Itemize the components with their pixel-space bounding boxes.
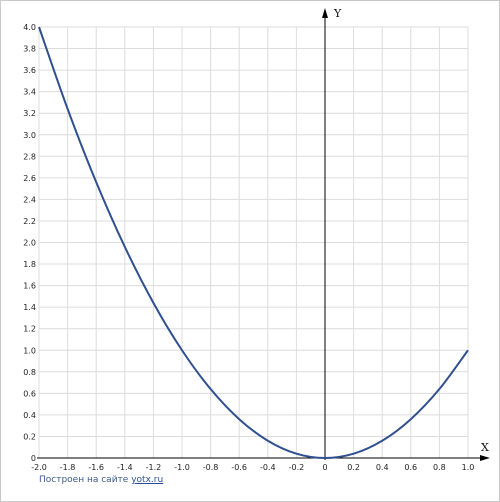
y-tick-label: 1.6 [23, 282, 36, 291]
y-tick-labels: 0 0.2 0.4 0.6 0.8 1.0 1.2 1.4 1.6 1.8 2.0 2.2 2.4 2.6… [23, 23, 36, 463]
y-tick-label: 2.4 [23, 195, 36, 204]
y-tick-label: 2.6 [23, 174, 36, 183]
x-tick-label: 0.8 [433, 463, 446, 472]
y-tick-label: 0 [31, 454, 36, 463]
y-tick-label: 0.6 [23, 389, 36, 398]
y-tick-label: 1.8 [23, 260, 36, 269]
x-tick-labels: -2.0 -1.8 -1.6 -1.4 -1.2 -1.0 -0.8 -0.6 -0.4 -0.2… [31, 463, 474, 472]
y-tick-label: 0.4 [23, 411, 36, 420]
series-line [38, 26, 469, 459]
y-tick-label: 2.8 [23, 152, 36, 161]
y-tick-label: 2.2 [23, 217, 36, 226]
y-tick-label: 1.2 [23, 325, 36, 334]
y-tick-label: 0.8 [23, 368, 36, 377]
x-tick-label: -1.8 [60, 463, 76, 472]
x-tick-label: -0.6 [231, 463, 247, 472]
x-tick-label: 0.6 [404, 463, 417, 472]
y-tick-label: 3.4 [23, 88, 36, 97]
y-tick-label: 3.8 [23, 45, 36, 54]
grid-lines [38, 26, 469, 459]
x-tick-label: -1.4 [117, 463, 133, 472]
credit-link[interactable]: yotx.ru [131, 475, 164, 485]
y-tick-label: 4.0 [23, 23, 36, 32]
x-tick-label: 1.0 [462, 463, 475, 472]
y-tick-label: 3.0 [23, 131, 36, 140]
x-axis-label: X [481, 441, 489, 454]
y-tick-label: 0.2 [23, 432, 36, 441]
x-tick-label: 0.4 [376, 463, 389, 472]
site-credit: Построен на сайте yotx.ru [39, 475, 163, 485]
x-tick-label: 0 [322, 463, 327, 472]
y-axis-label: Y [333, 7, 342, 20]
x-axis-arrow [480, 455, 490, 461]
axes [37, 8, 490, 461]
y-axis-arrow [322, 8, 328, 18]
x-tick-label: 0.2 [347, 463, 360, 472]
x-tick-label: -1.6 [88, 463, 104, 472]
x-tick-label: -2.0 [31, 463, 47, 472]
x-tick-label: -0.8 [203, 463, 219, 472]
x-tick-label: -0.4 [260, 463, 276, 472]
y-tick-label: 3.2 [23, 109, 36, 118]
y-tick-label: 1.4 [23, 303, 36, 312]
x-tick-label: -1.0 [174, 463, 190, 472]
y-tick-label: 3.6 [23, 66, 36, 75]
y-tick-label: 1.0 [23, 346, 36, 355]
credit-text: Построен на сайте [39, 475, 129, 485]
series-group [38, 26, 469, 459]
x-tick-label: -1.2 [146, 463, 162, 472]
y-tick-label: 2.0 [23, 239, 36, 248]
x-tick-label: -0.2 [289, 463, 305, 472]
